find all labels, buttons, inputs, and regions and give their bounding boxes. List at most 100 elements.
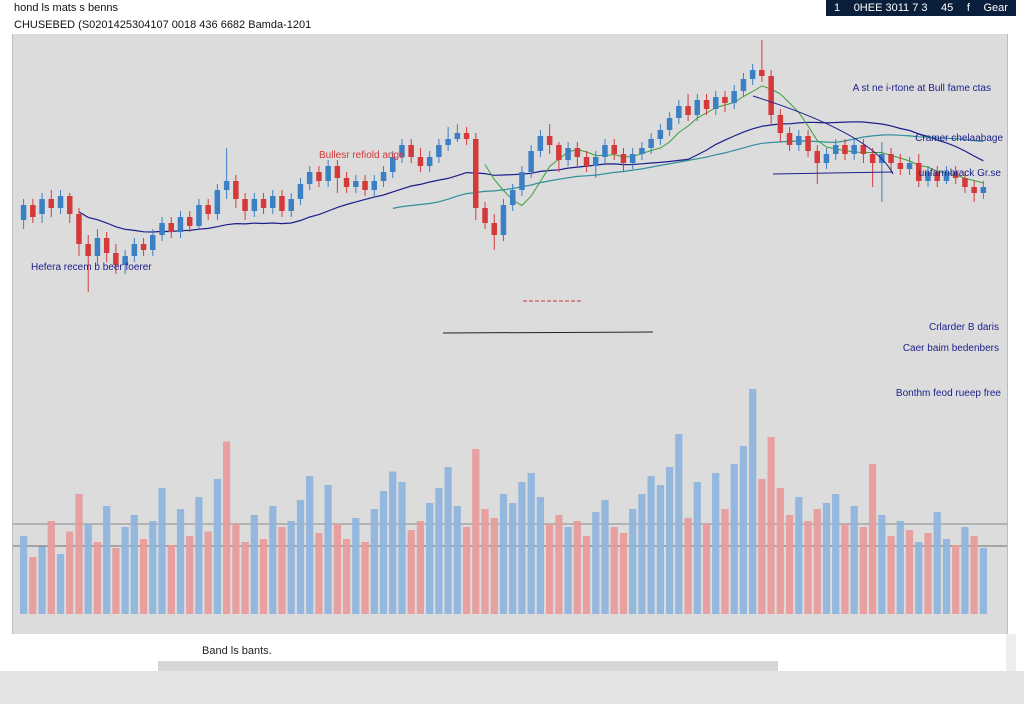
volume-bar (352, 518, 360, 614)
candle-body (140, 244, 147, 250)
volume-bar (66, 531, 74, 614)
symbol-info: CHUSEBED (S0201425304107 0018 436 6682 B… (14, 19, 312, 31)
candle-body (131, 244, 138, 256)
volume-bar (324, 485, 332, 614)
volume-bar (379, 491, 388, 614)
toolbar-item[interactable]: f (966, 2, 970, 14)
footer-band (158, 661, 778, 671)
volume-bar (343, 539, 351, 614)
volume-bar (416, 521, 424, 614)
candle-body (122, 256, 128, 265)
volume-bar (629, 509, 637, 614)
candle-body (546, 136, 553, 145)
candle-body (676, 106, 682, 118)
volume-bar (730, 464, 738, 614)
candle-body (648, 139, 654, 148)
volume-bar (472, 449, 480, 614)
volume-bar (693, 482, 701, 614)
volume-bar (804, 521, 812, 614)
candle-body (583, 157, 590, 166)
volume-bar (84, 524, 92, 614)
volume-bar (675, 434, 683, 614)
volume-bar (518, 482, 526, 614)
volume-bar (389, 471, 397, 614)
candle-body (620, 154, 627, 163)
volume-bar (315, 533, 323, 614)
candle-body (713, 97, 719, 109)
candle-body (980, 187, 987, 193)
volume-bar (121, 527, 129, 614)
volume-bar (213, 479, 221, 614)
volume-bar (361, 542, 369, 614)
candle-body (519, 172, 525, 190)
candle-body (233, 181, 239, 199)
candle-body (279, 196, 285, 211)
candle-body (925, 172, 931, 181)
volume-bar (601, 500, 609, 614)
volume-bar (666, 467, 674, 614)
candle-body (796, 136, 802, 145)
candle-body (814, 151, 820, 163)
candle-body (306, 172, 313, 184)
candle-body (39, 199, 45, 214)
candle-body (510, 190, 516, 205)
candle-body (288, 199, 294, 211)
volume-bar (296, 500, 305, 614)
volume-bar (93, 542, 101, 614)
candle-body (454, 133, 461, 139)
volume-bar (850, 506, 858, 614)
candle-body (722, 97, 728, 103)
ma-slow-line (392, 134, 984, 209)
volume-bar (75, 494, 83, 614)
candle-body (639, 148, 645, 154)
candle-body (334, 166, 341, 178)
volume-bar (758, 479, 766, 614)
plot-area[interactable]: Bullesr refiold ange Hefera recem b beer … (12, 34, 1008, 634)
candle-body (159, 223, 165, 235)
volume-bar (56, 554, 65, 614)
volume-bar (749, 389, 757, 614)
volume-bar (795, 497, 803, 614)
candle-body (823, 154, 830, 163)
candle-body (445, 139, 451, 145)
candle-body (694, 100, 700, 115)
volume-bar (573, 521, 581, 614)
volume-bar (444, 467, 452, 614)
volume-bar (961, 527, 969, 614)
candle-body (353, 181, 359, 187)
candle-body (971, 187, 977, 193)
candle-body (371, 181, 377, 190)
candle-body (399, 145, 405, 157)
volume-bar (896, 521, 904, 614)
toolbar-item[interactable]: 1 (834, 2, 841, 14)
candle-body (57, 196, 64, 208)
volume-bar (398, 482, 406, 614)
volume-bar (407, 530, 415, 614)
volume-bar (158, 488, 166, 614)
toolbar-item[interactable]: 45 (941, 2, 954, 14)
volume-bar (38, 546, 46, 614)
volume-bar (887, 536, 895, 614)
volume-bar (841, 524, 849, 614)
candle-body (565, 148, 571, 160)
candle-body (325, 166, 331, 181)
candle-body (869, 154, 876, 163)
chart-canvas[interactable]: Bullesr refiold ange Hefera recem b beer … (13, 34, 1007, 634)
volume-bar (176, 509, 185, 614)
volume-bar (481, 509, 489, 614)
volume-bar (813, 509, 821, 614)
annotation-label: Cramer chelaabage (915, 133, 1003, 144)
toolbar-item[interactable]: 0HEE 3011 7 3 (853, 2, 928, 14)
candle-body (916, 163, 922, 181)
volume-bar (970, 536, 978, 614)
volume-bar (20, 536, 28, 614)
toolbar-item[interactable]: Gear (983, 2, 1008, 14)
volume-bar (47, 521, 55, 614)
candle-body (731, 91, 737, 103)
candle-body (177, 217, 184, 232)
toolbar: 1 0HEE 3011 7 3 45 f Gear (826, 0, 1016, 16)
volume-bar (822, 503, 831, 614)
volume-bar (905, 530, 914, 614)
candle-body (48, 199, 54, 208)
annotation-label: Bonthm feod rueep free (896, 388, 1002, 399)
